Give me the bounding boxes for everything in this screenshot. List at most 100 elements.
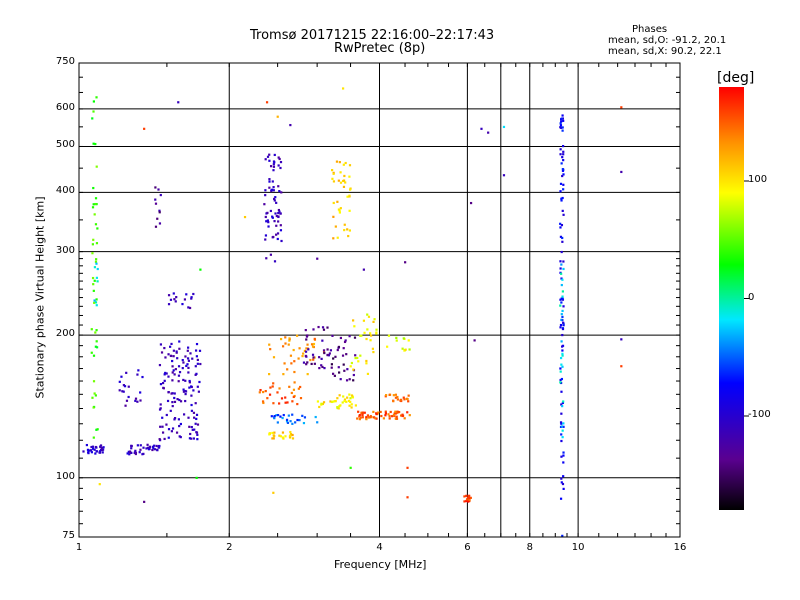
data-point [322, 328, 326, 331]
data-point [143, 127, 146, 130]
data-point [188, 386, 191, 389]
data-point [178, 398, 181, 402]
data-point [559, 124, 563, 127]
data-point [179, 422, 182, 426]
data-point [264, 158, 267, 161]
data-point [284, 336, 287, 339]
data-point [139, 399, 142, 402]
data-point [463, 500, 466, 503]
data-point [198, 380, 201, 384]
data-point [271, 236, 274, 239]
data-point [95, 262, 98, 265]
data-point [154, 186, 157, 189]
data-point [562, 188, 565, 191]
data-point [289, 430, 292, 434]
data-point [293, 360, 296, 363]
data-point [560, 263, 563, 266]
data-point [344, 339, 347, 342]
data-point [272, 382, 275, 385]
data-point [322, 349, 326, 352]
data-point [312, 358, 315, 361]
data-point [161, 416, 164, 419]
data-point [388, 415, 391, 418]
data-point [130, 444, 133, 448]
data-point [307, 348, 310, 351]
data-point [559, 378, 562, 382]
data-point [303, 349, 306, 353]
data-point [90, 351, 93, 354]
data-point [262, 401, 265, 405]
data-point [275, 233, 278, 236]
data-point [393, 412, 396, 415]
data-point [296, 402, 299, 406]
data-point [360, 334, 363, 337]
data-point [372, 410, 375, 413]
data-point [400, 398, 403, 401]
data-point [92, 186, 95, 190]
data-point [186, 357, 190, 360]
data-point [342, 363, 345, 366]
data-point [560, 377, 564, 381]
data-point [151, 448, 154, 452]
data-point [365, 416, 368, 419]
data-point [348, 393, 351, 396]
data-point [265, 101, 269, 104]
data-point [272, 169, 275, 172]
data-point [284, 342, 287, 345]
data-point [395, 339, 398, 342]
data-point [561, 236, 564, 240]
data-point [188, 425, 191, 428]
data-point [562, 425, 565, 428]
data-point [95, 428, 98, 431]
data-point [270, 415, 273, 418]
data-point [313, 337, 316, 341]
data-point [369, 332, 372, 335]
data-point [354, 404, 358, 407]
data-point [559, 298, 562, 301]
data-point [91, 252, 94, 255]
data-point [349, 397, 352, 400]
data-point [346, 195, 349, 198]
data-point [158, 438, 161, 441]
data-point [559, 323, 563, 327]
data-point [171, 359, 174, 363]
data-point [560, 403, 563, 406]
data-point [562, 150, 565, 153]
data-point [561, 349, 564, 352]
data-point [264, 234, 268, 237]
data-point [277, 211, 280, 215]
data-point [267, 221, 270, 224]
data-point [338, 371, 341, 374]
data-point [95, 450, 98, 453]
data-point [177, 365, 181, 368]
data-point [337, 407, 340, 410]
data-point [184, 389, 187, 393]
data-point [337, 345, 341, 349]
data-point [287, 343, 290, 346]
data-point [185, 364, 188, 368]
data-point [167, 375, 170, 378]
data-point [322, 401, 326, 404]
data-point [560, 439, 563, 443]
data-point [171, 365, 174, 368]
data-point [134, 451, 138, 455]
data-point [292, 388, 296, 391]
data-point [134, 399, 137, 402]
data-point [196, 423, 200, 426]
data-point [91, 206, 95, 209]
data-point [94, 452, 97, 455]
data-point [561, 333, 564, 337]
data-point [559, 235, 563, 238]
data-point [310, 362, 313, 366]
data-point [334, 400, 337, 403]
data-point [384, 412, 387, 415]
data-point [161, 431, 165, 434]
data-point [561, 117, 564, 120]
data-point [279, 337, 283, 341]
data-point [329, 400, 332, 403]
data-point [394, 410, 397, 413]
data-point [286, 368, 289, 371]
data-point [559, 182, 563, 185]
data-point [94, 142, 97, 146]
data-point [173, 396, 176, 400]
